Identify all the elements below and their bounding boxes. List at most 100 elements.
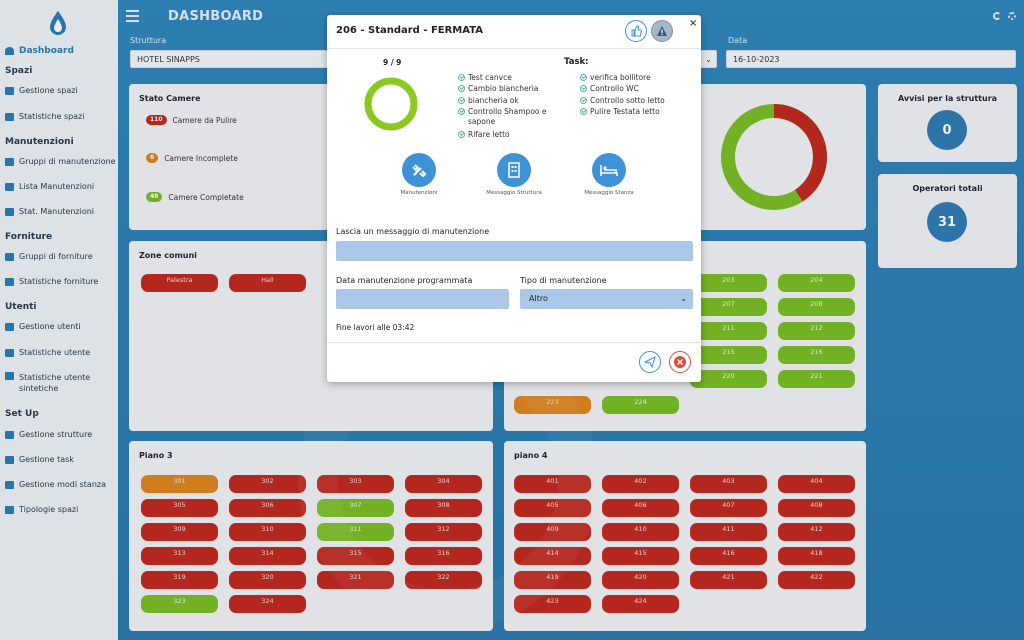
sidebar-item-3-0[interactable]: Gestione utenti — [5, 321, 81, 332]
sidebar-icon — [5, 112, 14, 121]
sidebar-icon — [5, 207, 14, 216]
sidebar-section-0: Spazi — [5, 66, 33, 76]
room-tile[interactable]: 221 — [778, 370, 855, 388]
room-tile[interactable]: 314 — [229, 547, 306, 565]
room-tile[interactable]: 421 — [690, 571, 767, 589]
check-circle-icon — [458, 130, 465, 138]
sidebar-item-0-0[interactable]: Gestione spazi — [5, 85, 78, 96]
room-tile[interactable]: 204 — [778, 274, 855, 292]
close-circle-icon — [674, 356, 686, 368]
maintenance-type-select[interactable]: Altro ⌄ — [520, 289, 693, 309]
sidebar-section-4: Set Up — [5, 409, 39, 419]
manutenzioni-button[interactable] — [402, 153, 436, 187]
room-tile[interactable]: 412 — [778, 523, 855, 541]
room-tile[interactable]: 310 — [229, 523, 306, 541]
sidebar-item-dashboard[interactable]: Dashboard — [5, 46, 74, 56]
room-tile[interactable]: 313 — [141, 547, 218, 565]
messaggio-struttura-label: Messaggio Struttura — [486, 190, 542, 196]
settings-icon[interactable] — [1008, 12, 1016, 20]
check-circle-icon — [580, 96, 587, 104]
struttura-label: Struttura — [130, 36, 167, 45]
piano-3-title: Piano 3 — [139, 451, 173, 460]
task-label: Rifare letto — [468, 129, 510, 139]
room-tile[interactable]: 410 — [602, 523, 679, 541]
sidebar-item-1-1[interactable]: Lista Manutenzioni — [5, 181, 94, 192]
chevron-down-icon: ⌄ — [680, 294, 687, 303]
operatori-title: Operatori totali — [912, 184, 983, 193]
thumbs-up-button[interactable] — [625, 20, 647, 42]
room-tile[interactable]: 402 — [602, 475, 679, 493]
room-tile[interactable]: 302 — [229, 475, 306, 493]
sidebar-icon — [5, 322, 14, 331]
check-circle-icon — [580, 85, 587, 93]
modal-divider — [327, 48, 701, 49]
room-tile[interactable]: 424 — [602, 595, 679, 613]
task-item: Test canvce — [458, 73, 558, 83]
room-tile[interactable]: 323 — [141, 595, 218, 613]
avvisi-title: Avvisi per la struttura — [897, 94, 998, 103]
send-button[interactable] — [639, 351, 661, 373]
sidebar-item-4-1[interactable]: Gestione task — [5, 454, 74, 465]
room-tile[interactable]: 411 — [690, 523, 767, 541]
room-detail-modal: 206 - Standard - FERMATA × 9 / 9 Test ca… — [327, 15, 701, 382]
zone-tile[interactable]: Palestra — [141, 274, 218, 292]
sidebar-item-2-0[interactable]: Gruppi di forniture — [5, 251, 93, 262]
room-tile[interactable]: 407 — [690, 499, 767, 517]
stato-count-badge: 6 — [146, 153, 159, 163]
refresh-icon[interactable] — [993, 12, 1001, 20]
room-tile[interactable]: 220 — [690, 370, 767, 388]
room-tile[interactable]: 404 — [778, 475, 855, 493]
progress-text: 9 / 9 — [383, 58, 402, 67]
cancel-button[interactable] — [669, 351, 691, 373]
thumbs-up-icon — [631, 25, 642, 37]
room-tile[interactable]: 306 — [229, 499, 306, 517]
sidebar-item-2-1[interactable]: Statistiche forniture — [5, 276, 98, 287]
sidebar-item-0-1[interactable]: Statistiche spazi — [5, 111, 85, 122]
sidebar-item-4-0[interactable]: Gestione strutture — [5, 429, 92, 440]
sidebar-item-4-2[interactable]: Gestione modi stanza — [5, 479, 106, 490]
room-tile[interactable]: 224 — [602, 396, 679, 414]
room-tile[interactable]: 408 — [778, 499, 855, 517]
sidebar-item-4-3[interactable]: Tipologie spazi — [5, 504, 78, 515]
warning-button[interactable] — [651, 20, 673, 42]
room-tile[interactable]: 207 — [690, 298, 767, 316]
room-tile[interactable]: 406 — [602, 499, 679, 517]
room-tile[interactable]: 418 — [778, 547, 855, 565]
room-tile[interactable]: 203 — [690, 274, 767, 292]
room-tile[interactable]: 301 — [141, 475, 218, 493]
room-tile[interactable]: 319 — [141, 571, 218, 589]
room-tile[interactable]: 309 — [141, 523, 218, 541]
room-tile[interactable]: 215 — [690, 346, 767, 364]
room-tile[interactable]: 415 — [602, 547, 679, 565]
messaggio-struttura-button[interactable] — [497, 153, 531, 187]
sidebar-item-1-2[interactable]: Stat. Manutenzioni — [5, 206, 94, 217]
close-icon[interactable]: × — [689, 18, 698, 29]
room-tile[interactable]: 324 — [229, 595, 306, 613]
room-tile[interactable]: 216 — [778, 346, 855, 364]
room-tile[interactable]: 416 — [690, 547, 767, 565]
room-tile[interactable]: 403 — [690, 475, 767, 493]
water-drop-logo-icon — [50, 11, 66, 35]
message-input[interactable] — [336, 241, 693, 261]
room-tile[interactable]: 420 — [602, 571, 679, 589]
room-tile[interactable]: 212 — [778, 322, 855, 340]
sidebar-item-1-0[interactable]: Gruppi di manutenzione — [5, 156, 116, 167]
zone-comuni-title: Zone comuni — [139, 251, 197, 260]
room-tile[interactable]: 320 — [229, 571, 306, 589]
room-tile[interactable]: 305 — [141, 499, 218, 517]
room-tile[interactable]: 422 — [778, 571, 855, 589]
room-tile[interactable]: 208 — [778, 298, 855, 316]
task-label: Test canvce — [468, 73, 512, 82]
sidebar-item-3-2[interactable]: Statistiche utente sintetiche — [5, 372, 110, 394]
sidebar-item-label: Gruppi di manutenzione — [19, 157, 116, 166]
stato-count-badge: 48 — [146, 192, 163, 202]
maintenance-date-input[interactable] — [336, 289, 509, 309]
date-input[interactable]: 16-10-2023 — [726, 50, 1016, 68]
messaggio-stanza-button[interactable] — [592, 153, 626, 187]
menu-icon[interactable] — [126, 10, 139, 22]
sidebar-icon — [5, 182, 14, 191]
sidebar-item-3-1[interactable]: Statistiche utente — [5, 347, 90, 358]
sidebar-item-label: Gestione modi stanza — [19, 480, 106, 489]
zone-tile[interactable]: Hall — [229, 274, 306, 292]
room-tile[interactable]: 211 — [690, 322, 767, 340]
